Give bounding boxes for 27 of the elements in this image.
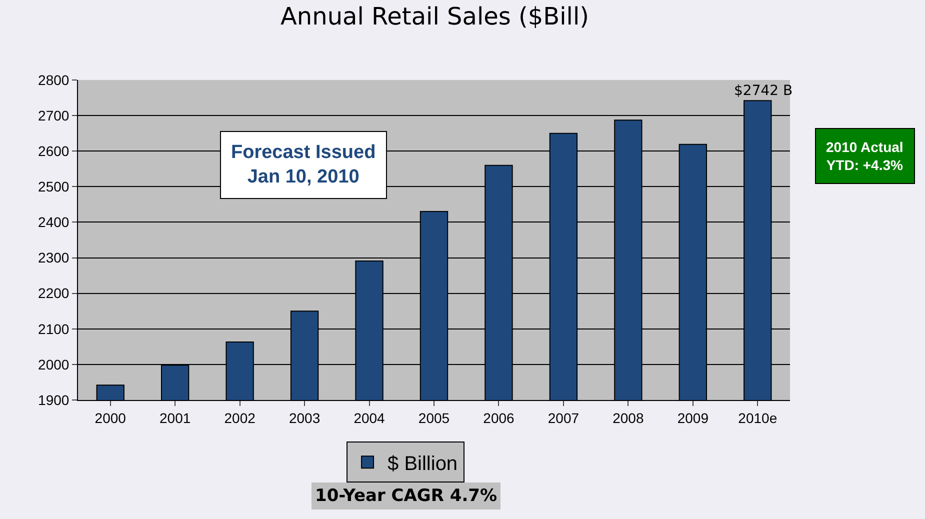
x-tick-label: 2008 [612, 410, 644, 426]
y-tick-label: 2800 [38, 72, 70, 88]
x-tick-label: 2002 [224, 410, 256, 426]
y-tick-label: 2500 [38, 178, 70, 195]
annotation: Forecast Issued Jan 10, 2010 [231, 142, 376, 188]
x-tick-label: 2004 [354, 410, 386, 426]
x-tick-label: 2010e [738, 410, 778, 426]
x-tick-label: 2001 [160, 410, 191, 426]
x-tick-label: 2005 [418, 410, 450, 426]
y-tick-label: 2600 [38, 143, 70, 160]
text: 10-Year CAGR 4.7% [315, 486, 498, 506]
y-tick-label: 2100 [38, 320, 70, 337]
y-tick-label: 2000 [38, 356, 70, 372]
x-tick-label: 2003 [288, 410, 320, 426]
x-tick-label: 2000 [94, 410, 126, 426]
y-tick-label: 2700 [38, 107, 70, 124]
x-tick-label: 2009 [677, 410, 709, 426]
x-tick-label: 2007 [548, 410, 580, 426]
y-tick-label: 2200 [38, 285, 70, 302]
text: 2010 Actual YTD: +4.3% [826, 139, 904, 174]
y-tick-label: 2400 [38, 214, 70, 230]
chart-title: Annual Retail Sales ($Bill) [280, 2, 589, 31]
x-tick-label: 2006 [483, 410, 515, 426]
legend-label: $ Billion [388, 452, 458, 475]
annotation: $2742 B [734, 83, 793, 99]
y-tick-label: 1900 [38, 392, 70, 408]
y-tick-label: 2300 [38, 250, 70, 266]
